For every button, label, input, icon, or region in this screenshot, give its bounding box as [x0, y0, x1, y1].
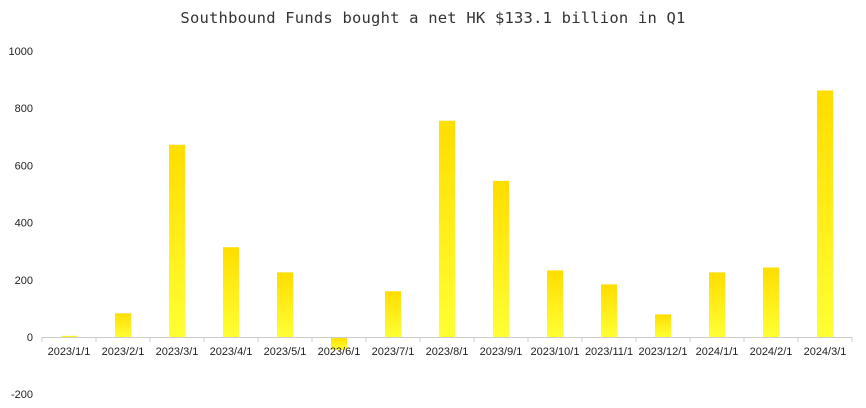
bar: [655, 314, 671, 337]
x-tick-label: 2023/5/1: [264, 346, 307, 358]
bar: [493, 180, 509, 337]
y-tick-label: -200: [11, 389, 33, 401]
x-tick-label: 2023/8/1: [426, 346, 469, 358]
x-tick-label: 2023/11/1: [585, 346, 633, 358]
x-tick-label: 2024/3/1: [804, 346, 847, 358]
chart-title: Southbound Funds bought a net HK $133.1 …: [180, 9, 686, 27]
y-axis: -200 0 200 400 600 800 1000: [9, 46, 33, 401]
bar: [169, 144, 185, 337]
y-tick-label: 800: [15, 103, 33, 115]
y-tick-label: 200: [15, 275, 33, 287]
x-tick-label: 2024/2/1: [750, 346, 793, 358]
x-tick-label: 2023/1/1: [48, 346, 91, 358]
y-tick-label: 1000: [9, 46, 33, 58]
bar: [817, 90, 833, 337]
x-tick-label: 2024/1/1: [696, 346, 739, 358]
x-tick-label: 2023/6/1: [318, 346, 361, 358]
bar-series: [61, 90, 833, 350]
x-tick-label: 2023/4/1: [210, 346, 253, 358]
bar: [709, 272, 725, 337]
y-tick-label: 600: [15, 160, 33, 172]
bar: [277, 272, 293, 337]
x-tick-label: 2023/9/1: [480, 346, 523, 358]
bar: [439, 120, 455, 337]
y-tick-label: 400: [15, 218, 33, 230]
bar: [385, 291, 401, 337]
x-axis: 2023/1/1 2023/2/1 2023/3/1 2023/4/1 2023/5/1…: [48, 346, 847, 358]
bar: [223, 247, 239, 337]
x-tick-label: 2023/2/1: [102, 346, 145, 358]
x-tick-label: 2023/7/1: [372, 346, 415, 358]
x-tick-label: 2023/10/1: [531, 346, 580, 358]
bar: [601, 284, 617, 337]
bar: [331, 337, 347, 350]
x-tick-label: 2023/3/1: [156, 346, 199, 358]
bar: [115, 313, 131, 337]
y-tick-label: 0: [27, 332, 33, 344]
bar: [61, 335, 77, 337]
x-tick-label: 2023/12/1: [639, 346, 688, 358]
bar: [547, 270, 563, 337]
x-axis-line: [41, 337, 853, 342]
bar: [763, 267, 779, 337]
